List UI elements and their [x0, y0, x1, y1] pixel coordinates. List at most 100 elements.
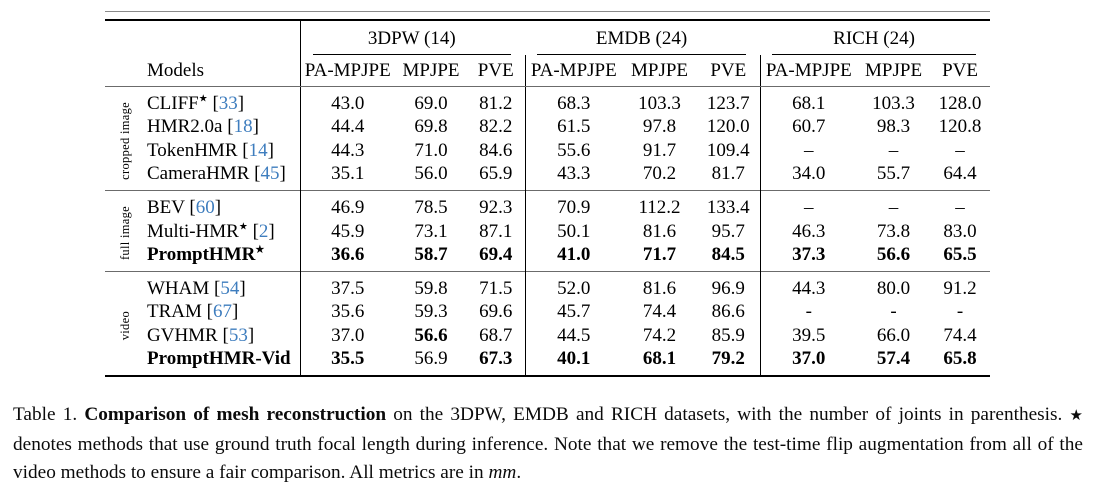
value-cell: 45.7: [524, 300, 623, 324]
model-name-cell: CLIFF★ [33]: [145, 87, 300, 116]
table-row: TokenHMR [14] 44.3 71.0 84.6 55.6 91.7 1…: [105, 138, 990, 162]
metric-header-pa-mpjpe: PA-MPJPE: [299, 55, 395, 87]
value-cell: 80.0: [876, 277, 911, 299]
cite-bracket-open: [: [209, 277, 221, 299]
value-cell: 69.4: [479, 243, 513, 265]
metric-header-mpjpe: MPJPE: [622, 55, 698, 87]
model-name: PromptHMR: [147, 243, 256, 265]
model-name: HMR2.0a: [147, 116, 223, 138]
model-name: GVHMR: [147, 324, 218, 346]
value-cell: 43.0: [299, 86, 395, 116]
value-cell: 91.7: [642, 139, 677, 161]
table-row: GVHMR [53] 37.0 56.6 68.7 44.5 74.2 85.9…: [105, 323, 990, 347]
value-cell: 95.7: [711, 220, 745, 242]
metric-header-mpjpe: MPJPE: [395, 55, 467, 87]
rot-header-spacer: [105, 55, 145, 87]
value-cell: 120.8: [938, 116, 982, 138]
value-cell: 83.0: [943, 220, 977, 242]
table-row: cropped image CLIFF★ [33] 43.0 69.0 81.2…: [105, 86, 990, 180]
value-cell: 64.4: [943, 163, 977, 185]
cite-bracket-open: [: [217, 324, 229, 346]
citation-link[interactable]: 45: [260, 163, 280, 185]
value-cell: 39.5: [759, 323, 858, 347]
caption-text: on the 3DPW, EMDB and RICH datasets, wit…: [386, 404, 1070, 425]
value-cell: 81.6: [642, 277, 677, 299]
table-row: HMR2.0a [18] 44.4 69.8 82.2 61.5 97.8 12…: [105, 115, 990, 139]
metric-header-pve: PVE: [467, 55, 526, 87]
citation-link[interactable]: 54: [220, 277, 240, 299]
citation-link[interactable]: 60: [195, 197, 215, 219]
cite-bracket-close: ]: [237, 93, 245, 114]
value-cell: 78.5: [414, 197, 448, 219]
citation-link[interactable]: 18: [233, 116, 253, 138]
value-cell: 68.1: [642, 348, 677, 369]
value-cell: 74.4: [943, 324, 977, 346]
value-cell: 65.5: [943, 243, 977, 265]
dataset-label: RICH (24): [772, 24, 977, 55]
value-cell: 69.8: [414, 116, 448, 138]
value-cell: 97.8: [642, 116, 677, 138]
model-name-cell: TRAM [67]: [145, 300, 300, 323]
value-cell: 74.4: [642, 301, 677, 323]
model-name: TokenHMR: [147, 139, 238, 161]
star-icon: ★: [255, 244, 265, 256]
value-cell: 56.6: [876, 243, 911, 265]
value-cell: 61.5: [524, 115, 623, 139]
caption-line-2: denotes methods that use ground truth fo…: [13, 431, 1083, 460]
value-cell: 70.2: [642, 163, 677, 185]
value-cell: 41.0: [524, 242, 623, 272]
value-cell: 74.2: [642, 324, 677, 346]
value-cell: 40.1: [524, 346, 623, 376]
value-cell: 81.7: [711, 163, 745, 185]
value-cell: 44.3: [299, 138, 395, 162]
value-cell: –: [955, 139, 965, 161]
value-cell: 96.9: [711, 277, 745, 299]
citation-link[interactable]: 67: [212, 301, 232, 323]
value-cell: 69.0: [414, 93, 448, 114]
corner-cell: [105, 20, 300, 55]
group-video: video WHAM [54] 37.5 59.8 71.5 52.0 81.6…: [105, 271, 991, 376]
model-name-cell: Multi-HMR★ [2]: [145, 219, 300, 242]
value-cell: 43.3: [524, 161, 623, 191]
model-name: Multi-HMR: [147, 220, 239, 242]
citation-link[interactable]: 33: [218, 93, 238, 114]
model-name-cell: GVHMR [53]: [145, 323, 300, 346]
value-cell: 44.4: [299, 115, 395, 139]
star-icon: ★: [198, 93, 208, 105]
value-cell: 60.7: [759, 115, 858, 139]
value-cell: 92.3: [479, 197, 513, 219]
value-cell: 68.7: [479, 324, 513, 346]
model-name-cell: HMR2.0a [18]: [145, 115, 300, 138]
value-cell: 35.6: [299, 300, 395, 324]
model-name-cell: WHAM [54]: [145, 271, 300, 300]
cite-bracket-open: [: [247, 220, 259, 242]
metric-header-pve: PVE: [930, 55, 991, 87]
cite-bracket-close: ]: [267, 139, 274, 161]
value-cell: 81.2: [479, 93, 513, 114]
cite-bracket-close: ]: [247, 324, 255, 346]
star-icon: ★: [1069, 408, 1083, 424]
value-cell: 123.7: [706, 93, 750, 114]
value-cell: 37.3: [759, 242, 858, 272]
models-column-header: Models: [145, 55, 300, 87]
dataset-header-rich: RICH (24): [760, 20, 990, 55]
citation-link[interactable]: 14: [248, 139, 268, 161]
table-row: PromptHMR-Vid 35.5 56.9 67.3 40.1 68.1 7…: [105, 346, 990, 376]
value-cell: -: [956, 301, 964, 323]
model-name-cell: BEV [60]: [145, 191, 300, 220]
value-cell: 34.0: [759, 161, 858, 191]
value-cell: 58.7: [414, 243, 448, 265]
value-cell: 50.1: [524, 219, 623, 243]
value-cell: 36.6: [299, 242, 395, 272]
value-cell: 67.3: [479, 348, 513, 369]
value-cell: 44.3: [759, 271, 858, 301]
model-name: TRAM: [147, 301, 202, 323]
citation-link[interactable]: 2: [258, 220, 269, 242]
cite-bracket-close: ]: [214, 197, 222, 219]
metric-header-pa-mpjpe: PA-MPJPE: [524, 55, 623, 87]
table-row: full image BEV [60] 46.9 78.5 92.3 70.9 …: [105, 190, 990, 260]
citation-link[interactable]: 53: [228, 324, 248, 346]
value-cell: 82.2: [479, 116, 513, 138]
star-icon: ★: [238, 221, 248, 233]
results-table: 3DPW (14) EMDB (24) RICH (24) Models PA-…: [105, 19, 991, 377]
